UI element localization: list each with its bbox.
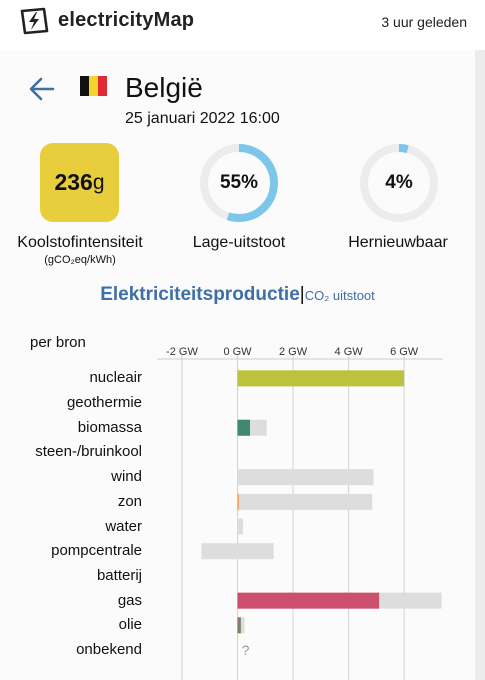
renewable-label: Hernieuwbaar [348,234,448,251]
production-bar [237,419,251,436]
zone-datetime: 25 januari 2022 16:00 [125,110,280,127]
carbon-intensity-label: Koolstofintensiteit [17,234,143,251]
scrollbar[interactable] [475,50,485,680]
source-label: onbekend [76,641,142,659]
source-label: steen-/bruinkool [35,443,142,461]
capacity-bar [237,469,374,486]
last-updated: 3 uur geleden [381,14,467,30]
source-label: batterij [96,566,142,584]
carbon-intensity-unit-label: (gCO₂eq/kWh) [44,254,116,266]
source-label: geothermie [66,394,142,412]
renewable-value: 4% [385,172,413,193]
x-tick-label: 0 GW [223,346,252,358]
electricitymap-logo-icon[interactable] [18,7,51,35]
x-tick-label: 2 GW [279,346,308,358]
production-chart-svg: -2 GW 0 GW 2 GW 4 GW 6 GW? [157,346,443,680]
source-label: gas [117,591,142,609]
production-chart: -2 GW 0 GW 2 GW 4 GW 6 GW? nucleair geothermi… [0,340,475,680]
chart-subtitle: per bron [30,334,86,351]
production-bar [237,493,240,510]
carbon-intensity-value: 236 [54,169,93,195]
zone-name: België [125,72,203,103]
production-bar [237,370,405,387]
capacity-bar [237,493,373,510]
source-label: wind [111,468,142,486]
low-carbon-value: 55% [219,172,259,193]
app-name: electricityMap [58,9,195,31]
source-label: water [105,517,142,535]
source-label: pompcentrale [51,542,142,560]
x-tick-label: 4 GW [335,346,364,358]
tab-separator: | [299,284,305,305]
capacity-bar [237,518,244,535]
x-tick-label: -2 GW [166,346,198,358]
capacity-bar [237,617,245,634]
carbon-intensity-unit: g [92,170,105,194]
carbon-intensity-badge[interactable]: 236 g [40,143,119,222]
source-label: nucleair [89,369,142,387]
tab-emissions[interactable]: CO₂ uitstoot [304,288,375,303]
country-flag-icon [80,76,107,96]
production-bar [237,617,241,634]
source-label: zon [117,492,142,510]
capacity-bar [201,543,274,560]
tab-production[interactable]: Elektriciteitsproductie [100,284,300,305]
source-label: olie [118,616,142,634]
app-header: electricityMap 3 uur geleden [0,0,485,50]
chart-tabs: Elektriciteitsproductie|CO₂ uitstoot [0,284,475,306]
back-arrow-icon[interactable] [28,76,56,102]
source-label: biomassa [77,418,142,436]
low-carbon-label: Lage-uitstoot [192,234,286,251]
low-carbon-gauge[interactable] [199,143,279,223]
renewable-gauge[interactable] [359,143,439,223]
x-tick-label: 6 GW [390,346,419,358]
unknown-marker: ? [242,642,250,658]
production-bar [237,592,380,609]
